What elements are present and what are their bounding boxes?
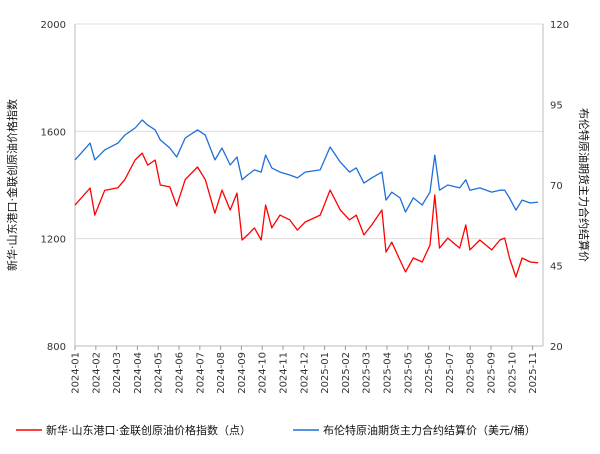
left-axis-title: 新华·山东港口·金联创原油价格指数	[5, 99, 19, 271]
gridlines	[75, 23, 543, 240]
x-tick-label: 2024-10	[258, 352, 269, 394]
x-tick-label: 2025-06	[424, 352, 435, 394]
x-tick-label: 2025-07	[445, 352, 456, 394]
x-tick-label: 2024-06	[175, 352, 186, 394]
x-tick-label: 2024-09	[237, 352, 248, 394]
right-tick-label: 45	[550, 262, 563, 273]
right-axis-title: 布伦特原油期货主力合约结算价	[577, 108, 591, 262]
right-tick-label: 95	[550, 101, 563, 112]
legend: 新华·山东港口·金联创原油价格指数（点） 布伦特原油期货主力合约结算价（美元/桶…	[16, 423, 536, 437]
x-tick-label: 2024-08	[216, 352, 227, 394]
x-tick-label: 2024-04	[133, 352, 144, 394]
x-tick-label: 2025-04	[383, 352, 394, 394]
x-tick-label: 2024-12	[299, 352, 310, 394]
x-tick-label: 2025-11	[528, 352, 539, 394]
x-tick-label: 2024-07	[195, 352, 206, 394]
x-tick-label: 2025-10	[507, 352, 518, 394]
x-tick-label: 2025-08	[466, 352, 477, 394]
left-tick-label: 1600	[41, 127, 66, 138]
x-tick-label: 2025-09	[487, 352, 498, 394]
index-line	[74, 152, 539, 278]
right-tick-label: 120	[550, 20, 569, 31]
x-tick-label: 2024-02	[91, 352, 102, 394]
right-tick-label: 70	[550, 181, 563, 192]
x-tick-label: 2025-05	[403, 352, 414, 394]
left-tick-label: 1200	[41, 235, 66, 246]
brent-price-line	[74, 119, 539, 213]
legend-label-brent: 布伦特原油期货主力合约结算价（美元/桶）	[323, 423, 536, 437]
x-tick-label: 2025-03	[362, 352, 373, 394]
x-tick-label: 2024-11	[279, 352, 290, 394]
x-tick-label: 2024-05	[154, 352, 165, 394]
x-tick-label: 2024-01	[71, 352, 82, 394]
left-tick-label: 800	[47, 342, 66, 353]
x-tick-label: 2025-02	[341, 352, 352, 394]
right-tick-label: 20	[550, 342, 563, 353]
left-tick-label: 2000	[41, 20, 66, 31]
x-tick-label: 2024-03	[112, 352, 123, 394]
x-tick-label: 2025-01	[320, 352, 331, 394]
legend-label-index: 新华·山东港口·金联创原油价格指数（点）	[46, 423, 251, 437]
